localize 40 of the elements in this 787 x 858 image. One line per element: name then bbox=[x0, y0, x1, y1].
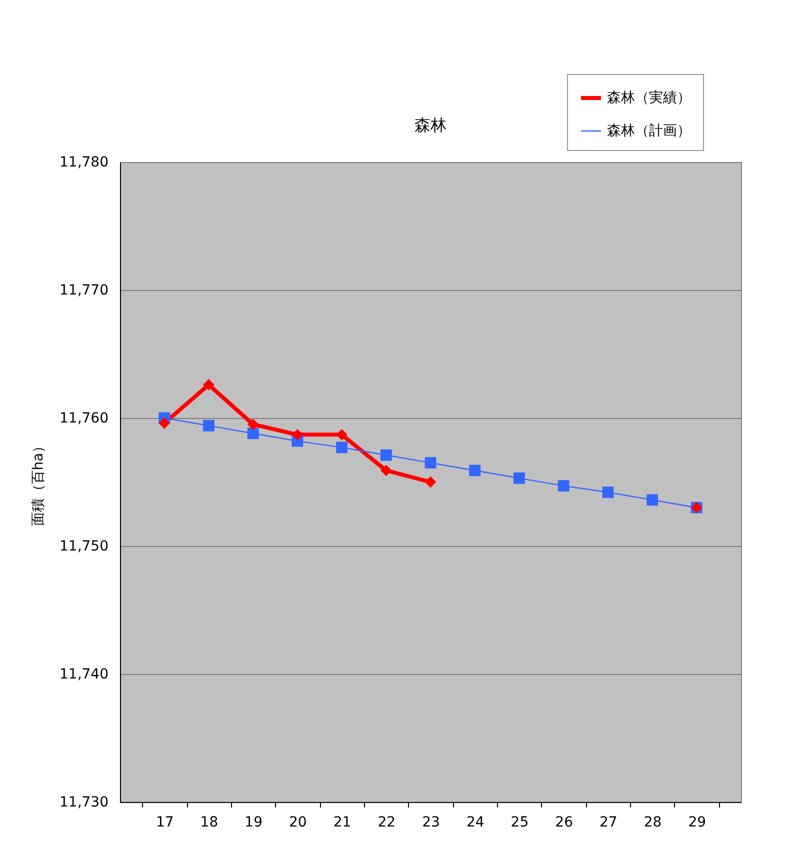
point bbox=[424, 476, 436, 488]
legend-label: 森林（計画） bbox=[607, 123, 691, 139]
legend-label: 森林（実績） bbox=[607, 90, 691, 106]
y-tick-label: 11,770 bbox=[60, 282, 108, 298]
y-axis-title: 面積（百ha） bbox=[30, 438, 47, 526]
point bbox=[203, 379, 214, 390]
x-tick-label: 28 bbox=[644, 814, 662, 830]
x-tick-label: 20 bbox=[289, 814, 307, 830]
point bbox=[247, 428, 259, 440]
point bbox=[203, 420, 214, 432]
point bbox=[602, 486, 614, 498]
y-tick-label: 11,740 bbox=[60, 666, 108, 682]
x-tick-label: 29 bbox=[688, 814, 706, 830]
x-tick-label: 21 bbox=[333, 814, 352, 830]
y-tick-label: 11,760 bbox=[60, 410, 108, 426]
y-tick-label: 11,730 bbox=[60, 794, 108, 810]
x-tick-label: 18 bbox=[200, 814, 218, 830]
chart-title: 森林 bbox=[414, 116, 446, 134]
x-tick-label: 27 bbox=[600, 814, 618, 830]
point bbox=[158, 417, 170, 429]
point bbox=[646, 494, 658, 506]
x-tick-label: 25 bbox=[510, 814, 529, 830]
x-tick-label: 19 bbox=[244, 814, 262, 830]
point bbox=[514, 472, 525, 484]
point bbox=[336, 428, 348, 440]
x-tick-label: 24 bbox=[466, 814, 484, 830]
point bbox=[247, 418, 259, 430]
point bbox=[424, 457, 436, 468]
point bbox=[380, 464, 392, 476]
x-tick-label: 17 bbox=[156, 814, 174, 830]
point bbox=[292, 428, 304, 440]
y-tick-label: 11,780 bbox=[60, 154, 108, 170]
y-tick-label: 11,750 bbox=[60, 538, 108, 554]
point bbox=[469, 464, 481, 476]
point bbox=[558, 480, 570, 492]
point bbox=[380, 449, 392, 461]
x-tick-label: 26 bbox=[555, 814, 574, 830]
x-tick-label: 22 bbox=[378, 814, 396, 830]
x-tick-label: 23 bbox=[422, 814, 440, 830]
point bbox=[336, 442, 348, 454]
